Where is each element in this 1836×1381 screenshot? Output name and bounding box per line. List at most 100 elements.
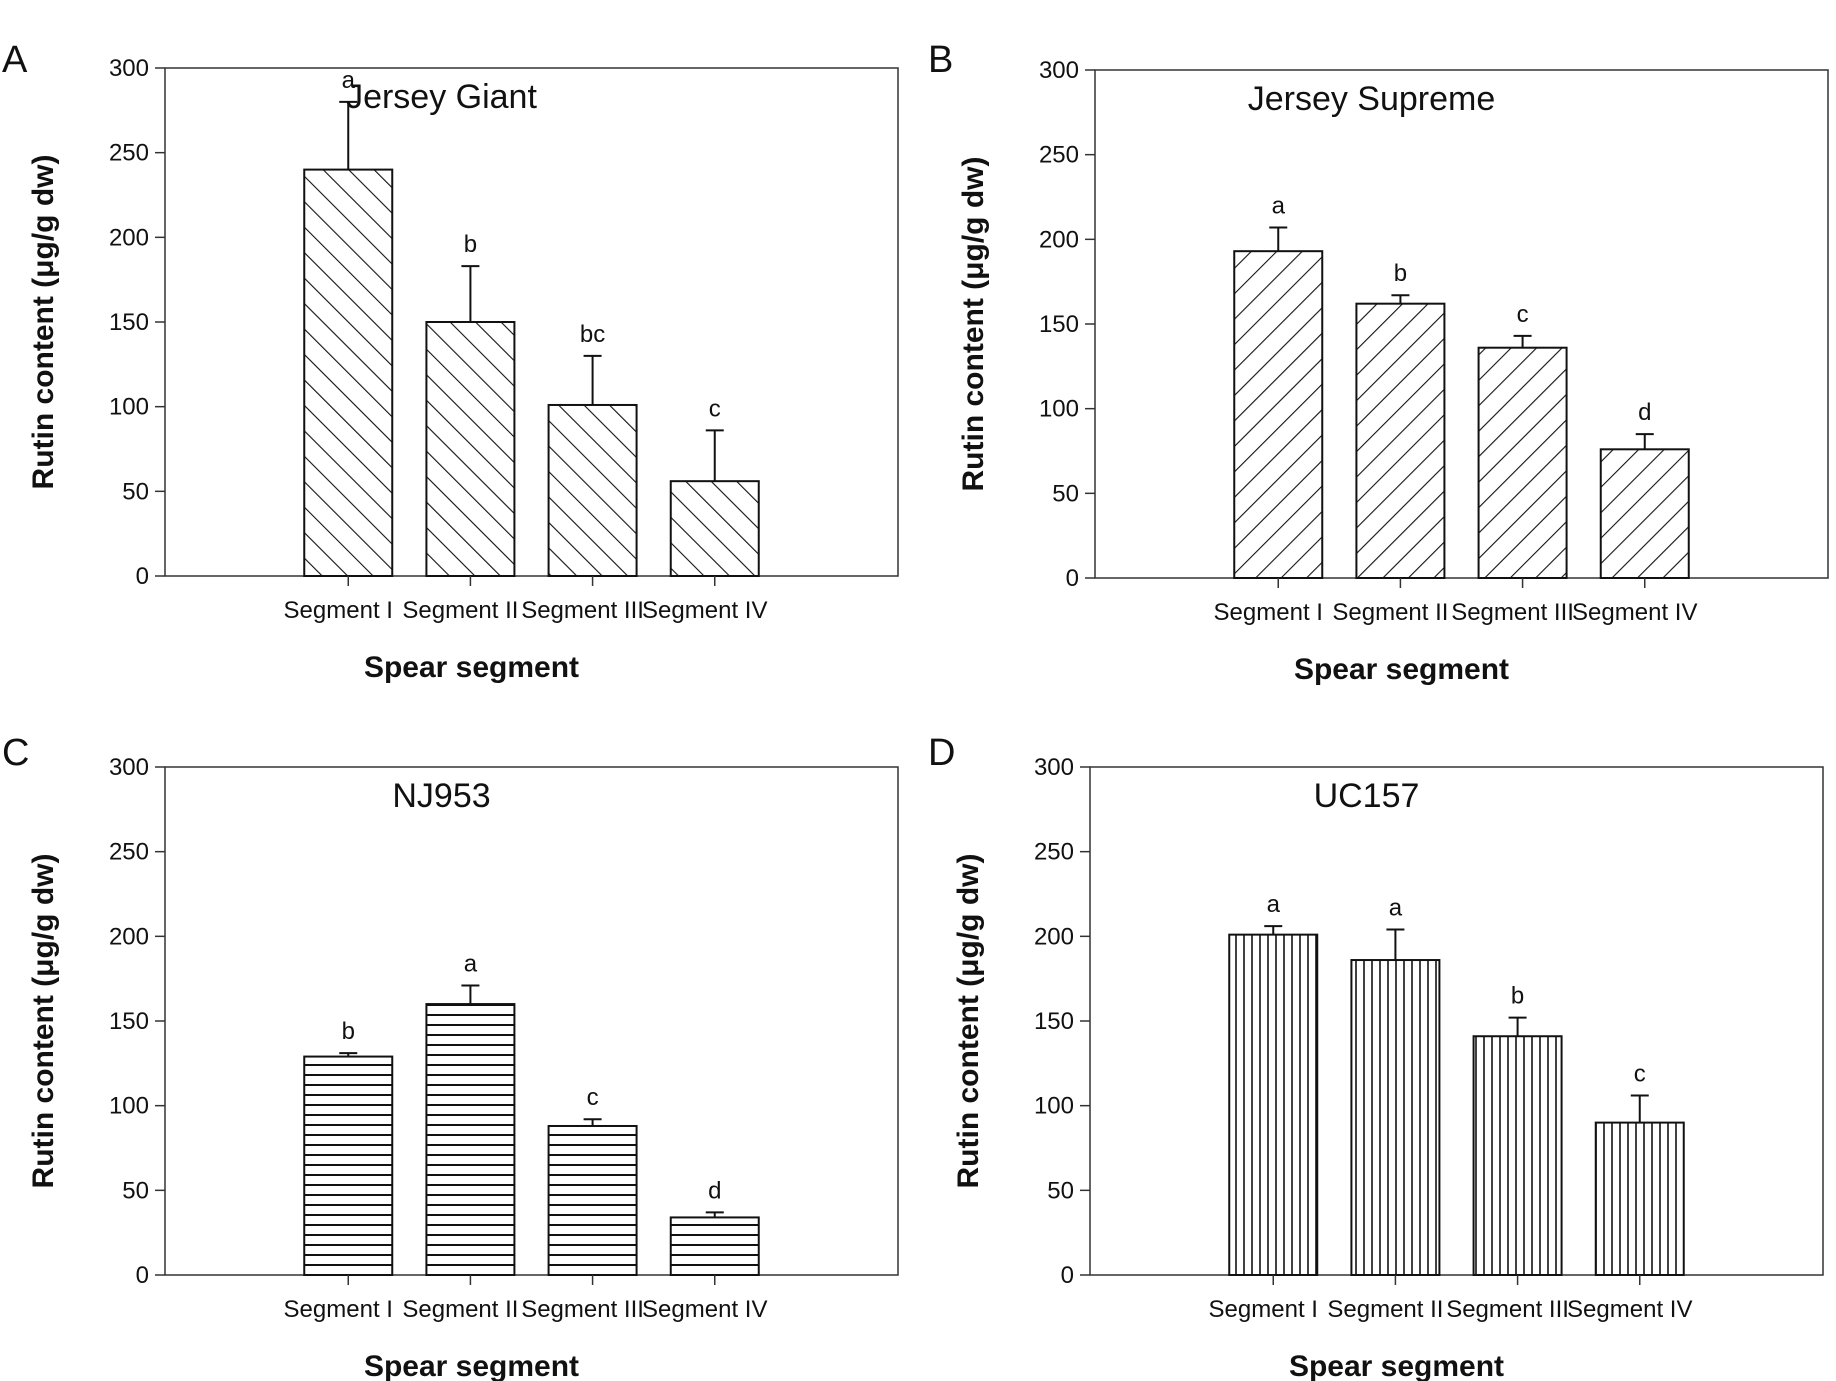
- bar: [303, 1055, 394, 1277]
- bar: [1472, 1035, 1563, 1276]
- y-tick-label: 200: [1039, 226, 1079, 253]
- bar: [547, 403, 638, 577]
- significance-label: c: [587, 1084, 599, 1111]
- x-tick-label: Segment IV: [642, 597, 767, 624]
- y-axis-title: Rutin content (μg/g dw): [27, 155, 60, 490]
- plot-frame: [164, 766, 899, 1276]
- y-tick-label: 150: [1034, 1008, 1074, 1035]
- y-tick-label: 0: [136, 563, 149, 590]
- significance-label: b: [342, 1018, 355, 1045]
- y-tick-label: 250: [1034, 839, 1074, 866]
- chart-panel-b: B Jersey Supreme 0 50 100 150 200 250 300 Rutin c…: [928, 39, 1829, 686]
- panel-letter: D: [928, 732, 955, 774]
- significance-label: a: [1272, 192, 1286, 219]
- significance-label: a: [342, 67, 356, 94]
- significance-label: b: [1511, 983, 1524, 1010]
- x-axis-title: Spear segment: [364, 651, 579, 684]
- y-tick-label: 50: [1052, 480, 1079, 507]
- bar: [1233, 250, 1324, 579]
- significance-label: b: [464, 231, 477, 258]
- x-tick-label: Segment I: [1209, 1296, 1318, 1323]
- bar: [1355, 302, 1446, 579]
- x-tick-label: Segment III: [521, 1296, 644, 1323]
- plot-frame: [1094, 69, 1829, 579]
- chart-panel-a: A Jersey Giant 0 50 100 150 200 250 300 Rutin con…: [2, 39, 899, 684]
- bar: [303, 168, 394, 577]
- significance-label: a: [464, 950, 478, 977]
- panel-letter: B: [928, 39, 953, 81]
- x-tick-label: Segment III: [1446, 1296, 1569, 1323]
- bar: [1599, 448, 1690, 579]
- y-axis-title: Rutin content (μg/g dw): [27, 854, 60, 1189]
- y-tick-label: 300: [1034, 754, 1074, 781]
- y-axis-title: Rutin content (μg/g dw): [952, 854, 985, 1189]
- y-tick-label: 150: [1039, 311, 1079, 338]
- x-tick-label: Segment II: [402, 597, 518, 624]
- y-tick-label: 100: [109, 1093, 149, 1120]
- x-tick-label: Segment IV: [1567, 1296, 1692, 1323]
- y-tick-label: 50: [122, 478, 149, 505]
- x-tick-label: Segment I: [284, 597, 393, 624]
- x-tick-label: Segment II: [1327, 1296, 1443, 1323]
- chart-title: Jersey Supreme: [1248, 80, 1496, 118]
- y-tick-label: 250: [109, 140, 149, 167]
- bar: [669, 480, 760, 578]
- x-tick-label: Segment II: [402, 1296, 518, 1323]
- x-tick-label: Segment III: [1451, 599, 1574, 626]
- significance-label: b: [1394, 260, 1407, 287]
- y-tick-label: 250: [109, 839, 149, 866]
- y-tick-label: 50: [122, 1177, 149, 1204]
- chart-title: UC157: [1314, 777, 1420, 815]
- y-tick-label: 100: [1039, 396, 1079, 423]
- bar: [425, 321, 516, 577]
- bar: [1477, 346, 1568, 579]
- significance-label: bc: [580, 321, 605, 348]
- panel-letter: A: [2, 39, 28, 81]
- bar: [425, 1003, 516, 1276]
- y-tick-label: 300: [1039, 57, 1079, 84]
- y-tick-label: 150: [109, 1008, 149, 1035]
- chart-title: NJ953: [392, 777, 490, 815]
- significance-label: c: [1634, 1061, 1646, 1088]
- chart-title: Jersey Giant: [346, 78, 537, 116]
- y-tick-label: 300: [109, 55, 149, 82]
- x-tick-label: Segment I: [1214, 599, 1323, 626]
- bar: [669, 1216, 760, 1276]
- x-tick-label: Segment II: [1332, 599, 1448, 626]
- significance-label: d: [708, 1177, 721, 1204]
- y-tick-label: 200: [109, 224, 149, 251]
- y-tick-label: 300: [109, 754, 149, 781]
- y-tick-label: 200: [109, 923, 149, 950]
- chart-panel-c: C NJ953 0 50 100 150 200 250 300 Rutin content (μ…: [2, 732, 899, 1381]
- x-tick-label: Segment III: [521, 597, 644, 624]
- y-tick-label: 0: [136, 1262, 149, 1289]
- y-tick-label: 200: [1034, 923, 1074, 950]
- significance-label: d: [1638, 399, 1651, 426]
- x-axis-title: Spear segment: [1294, 653, 1509, 686]
- bar: [1350, 959, 1441, 1276]
- x-axis-title: Spear segment: [364, 1350, 579, 1381]
- x-tick-label: Segment IV: [642, 1296, 767, 1323]
- y-tick-label: 250: [1039, 142, 1079, 169]
- y-tick-label: 50: [1047, 1177, 1074, 1204]
- significance-label: a: [1267, 891, 1281, 918]
- y-tick-label: 100: [1034, 1093, 1074, 1120]
- plot-frame: [1089, 766, 1824, 1276]
- bar: [1594, 1121, 1685, 1276]
- y-tick-label: 150: [109, 309, 149, 336]
- significance-label: c: [1517, 301, 1529, 328]
- bar: [547, 1124, 638, 1277]
- y-tick-label: 0: [1061, 1262, 1074, 1289]
- x-axis-title: Spear segment: [1289, 1350, 1504, 1381]
- significance-label: c: [709, 395, 721, 422]
- y-axis-title: Rutin content (μg/g dw): [957, 157, 990, 492]
- chart-panel-d: D UC157 0 50 100 150 200 250 300 Rutin content (μ…: [928, 732, 1824, 1381]
- panel-letter: C: [2, 732, 29, 774]
- y-tick-label: 0: [1066, 565, 1079, 592]
- bar: [1228, 933, 1319, 1276]
- x-tick-label: Segment IV: [1572, 599, 1697, 626]
- y-tick-label: 100: [109, 394, 149, 421]
- x-tick-label: Segment I: [284, 1296, 393, 1323]
- significance-label: a: [1389, 895, 1403, 922]
